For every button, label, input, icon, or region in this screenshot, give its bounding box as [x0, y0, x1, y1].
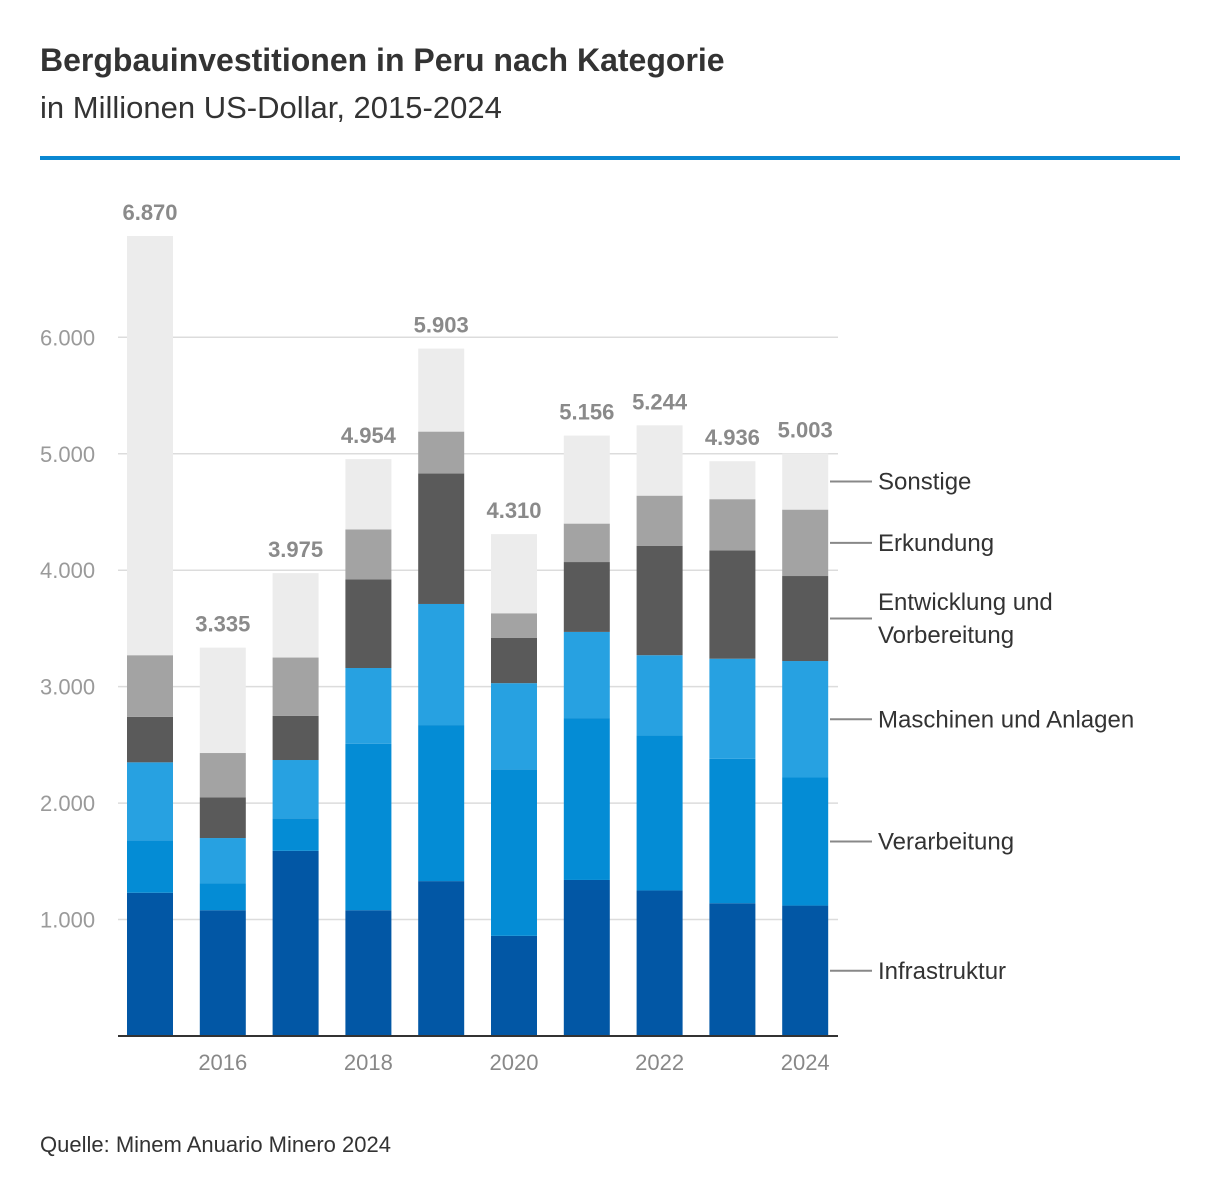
bar-2020-infrastruktur [491, 935, 537, 1036]
bar-2015-sonstige [127, 235, 173, 656]
bar-2015-erkundung [127, 655, 173, 717]
bar-2022-entwicklung-und-vorbereitung [636, 545, 683, 656]
bar-2016-sonstige [199, 647, 246, 754]
bar-2023-maschinen-und-anlagen [709, 658, 756, 759]
bar-2015-verarbeitung [127, 840, 173, 893]
bar-2022-erkundung [636, 495, 683, 546]
bar-2016-infrastruktur [199, 910, 246, 1036]
y-tick-label: 5.000 [40, 442, 95, 467]
total-label-2017: 3.975 [268, 537, 323, 562]
bar-2021-erkundung [563, 523, 610, 563]
bar-2015-infrastruktur [127, 892, 173, 1036]
y-tick-label: 1.000 [40, 908, 95, 933]
bar-2017-sonstige [272, 573, 319, 658]
x-tick-label-2016: 2016 [198, 1050, 247, 1075]
total-label-2023: 4.936 [705, 425, 760, 450]
x-axis-ticks: 2016 2018 2020 2022 2024 [198, 1050, 829, 1075]
bar-2024-verarbeitung [782, 777, 829, 906]
bar-2022-verarbeitung [636, 735, 683, 891]
bar-2019-erkundung [418, 431, 465, 474]
bar-2023-verarbeitung [709, 758, 756, 904]
bar-2019-maschinen-und-anlagen [418, 603, 465, 726]
chart-subtitle: in Millionen US-Dollar, 2015-2024 [40, 90, 502, 125]
bar-2020-verarbeitung [491, 769, 537, 936]
total-label-2022: 5.244 [632, 389, 688, 414]
bar-2020-sonstige [491, 534, 537, 614]
bar-2023-erkundung [709, 499, 756, 551]
bar-2017-verarbeitung [272, 818, 319, 851]
chart-title: Bergbauinvestitionen in Peru nach Katego… [40, 42, 725, 78]
total-label-2018: 4.954 [341, 423, 397, 448]
total-label-2020: 4.310 [486, 498, 541, 523]
legend-label-entwicklung-und-vorbereitung: Vorbereitung [878, 622, 1014, 649]
y-axis-ticks: 1.000 2.000 3.000 4.000 5.000 6.000 [40, 325, 95, 932]
bar-2023-infrastruktur [709, 903, 756, 1036]
bar-2024-maschinen-und-anlagen [782, 661, 829, 778]
legend: Sonstige Erkundung Entwicklung und Vorberei… [830, 469, 1134, 985]
bar-2023-sonstige [709, 461, 756, 500]
bar-2017-infrastruktur [272, 850, 319, 1036]
x-tick-label-2018: 2018 [344, 1050, 393, 1075]
legend-label-infrastruktur: Infrastruktur [878, 958, 1006, 985]
legend-label-maschinen-und-anlagen: Maschinen und Anlagen [878, 706, 1134, 733]
source-note: Quelle: Minem Anuario Minero 2024 [40, 1132, 391, 1157]
bar-2015-entwicklung-und-vorbereitung [127, 716, 173, 763]
bar-2019-infrastruktur [418, 881, 465, 1036]
bar-2019-entwicklung-und-vorbereitung [418, 473, 465, 604]
bar-2019-sonstige [418, 348, 465, 432]
bar-2017-entwicklung-und-vorbereitung [272, 715, 319, 761]
total-label-2024: 5.003 [778, 417, 833, 442]
total-labels: 6.870 3.335 3.975 4.954 5.903 4.310 5.156 5.244… [122, 200, 832, 637]
y-tick-label: 3.000 [40, 675, 95, 700]
bar-2022-sonstige [636, 425, 683, 496]
bar-2016-maschinen-und-anlagen [199, 838, 246, 884]
bar-2018-verarbeitung [345, 743, 392, 911]
total-label-2021: 5.156 [559, 400, 614, 425]
y-tick-label: 4.000 [40, 558, 95, 583]
bar-2016-erkundung [199, 753, 246, 798]
bar-2021-sonstige [563, 435, 610, 524]
bar-2018-maschinen-und-anlagen [345, 668, 392, 744]
bar-2020-entwicklung-und-vorbereitung [491, 637, 537, 684]
legend-label-entwicklung-und-vorbereitung: Entwicklung und [878, 589, 1053, 616]
bar-2019-verarbeitung [418, 725, 465, 882]
bar-2021-entwicklung-und-vorbereitung [563, 562, 610, 632]
x-tick-label-2024: 2024 [781, 1050, 830, 1075]
bar-2015-maschinen-und-anlagen [127, 762, 173, 841]
bar-2024-infrastruktur [782, 905, 829, 1036]
legend-label-sonstige: Sonstige [878, 469, 971, 496]
bar-2018-entwicklung-und-vorbereitung [345, 579, 392, 669]
legend-label-erkundung: Erkundung [878, 530, 994, 557]
x-tick-label-2020: 2020 [490, 1050, 539, 1075]
bar-2022-infrastruktur [636, 890, 683, 1036]
title-divider [40, 156, 1180, 160]
bar-2018-sonstige [345, 459, 392, 530]
bar-2021-maschinen-und-anlagen [563, 631, 610, 719]
x-tick-label-2022: 2022 [635, 1050, 684, 1075]
bar-2021-infrastruktur [563, 879, 610, 1036]
bar-2021-verarbeitung [563, 718, 610, 880]
bar-2017-maschinen-und-anlagen [272, 760, 319, 819]
bar-2016-verarbeitung [199, 883, 246, 911]
legend-label-verarbeitung: Verarbeitung [878, 829, 1014, 856]
bar-2017-erkundung [272, 657, 319, 716]
total-label-2016: 3.335 [195, 612, 250, 637]
bar-segments [127, 235, 829, 1036]
bar-2018-erkundung [345, 529, 392, 580]
bar-2018-infrastruktur [345, 910, 392, 1036]
bar-2022-maschinen-und-anlagen [636, 655, 683, 736]
bar-2023-entwicklung-und-vorbereitung [709, 550, 756, 659]
total-label-2019: 5.903 [414, 313, 469, 338]
bar-2024-erkundung [782, 509, 829, 577]
bar-2020-maschinen-und-anlagen [491, 683, 537, 770]
y-tick-label: 2.000 [40, 791, 95, 816]
total-label-2015: 6.870 [122, 200, 177, 225]
bar-2024-sonstige [782, 453, 829, 510]
bar-2020-erkundung [491, 613, 537, 638]
y-tick-label: 6.000 [40, 325, 95, 350]
bar-2016-entwicklung-und-vorbereitung [199, 797, 246, 839]
bar-2024-entwicklung-und-vorbereitung [782, 576, 829, 662]
